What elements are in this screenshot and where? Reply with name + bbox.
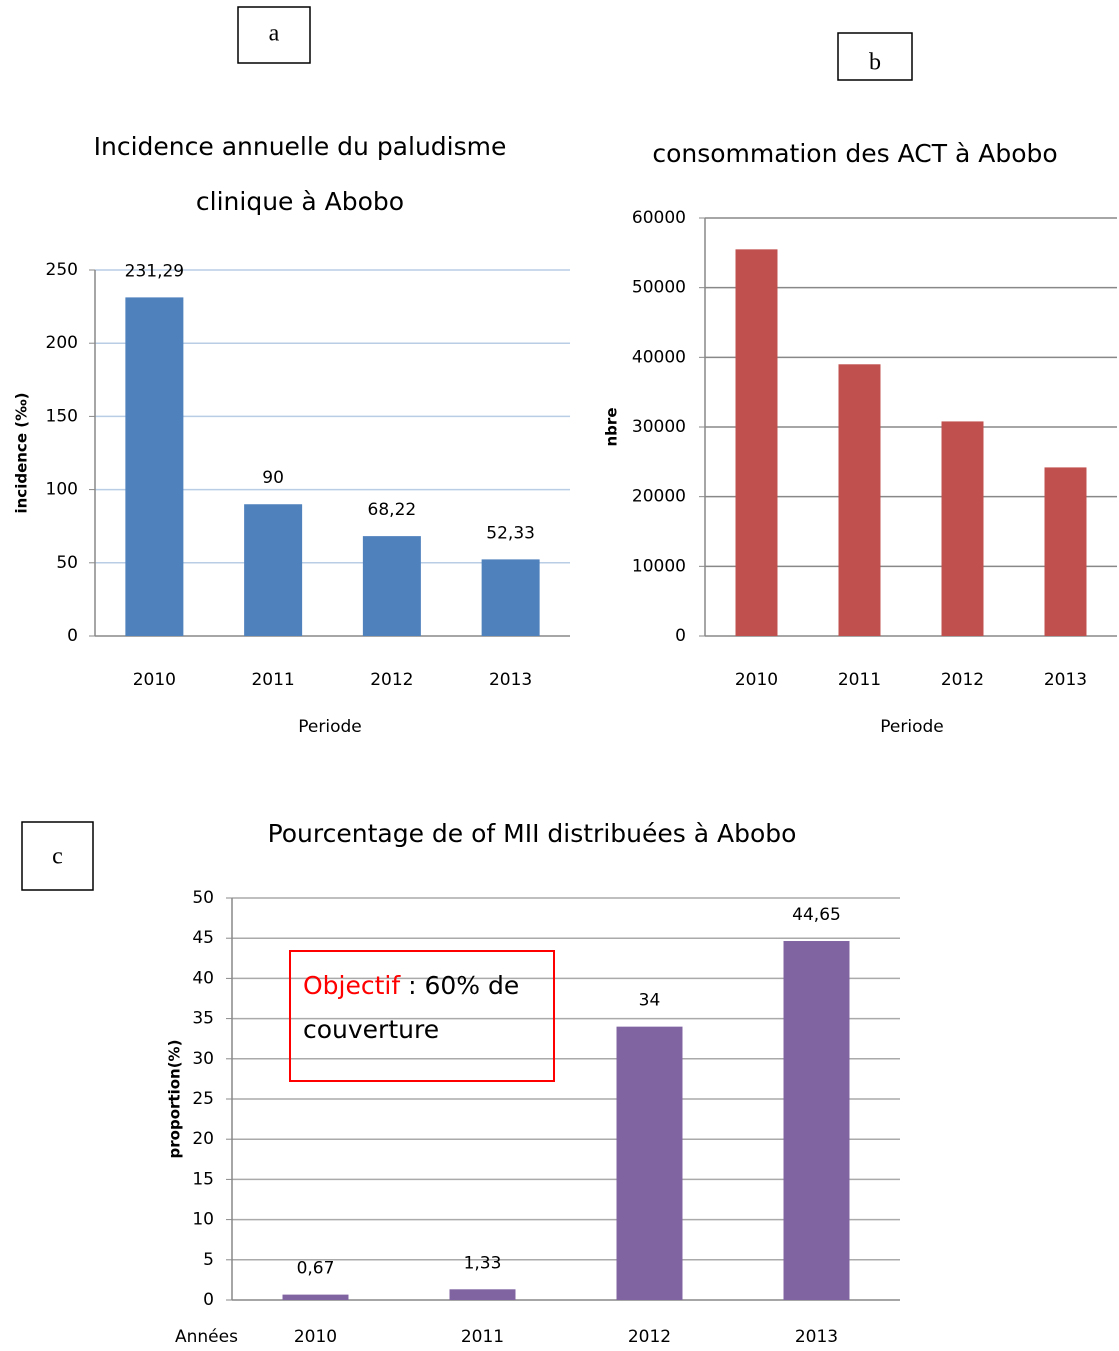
bar xyxy=(449,1289,516,1300)
y-tick-label: 60000 xyxy=(632,208,686,228)
annotation-text: : 60% de couverture xyxy=(303,971,520,1044)
bar xyxy=(244,504,303,636)
y-tick-label: 5 xyxy=(203,1250,214,1270)
y-tick-label: 50 xyxy=(192,888,214,908)
y-tick-label: 40 xyxy=(192,968,214,988)
x-tick-label: 2011 xyxy=(838,670,881,690)
y-tick-label: 50 xyxy=(56,553,78,573)
x-tick-label: 2011 xyxy=(461,1327,504,1347)
x-tick-label: 2010 xyxy=(294,1327,337,1347)
data-label: 231,29 xyxy=(125,261,184,281)
chart-title: consommation des ACT à Abobo xyxy=(652,139,1057,168)
data-label: 52,33 xyxy=(486,523,535,543)
y-tick-label: 20000 xyxy=(632,487,686,507)
x-tick-label: 2011 xyxy=(251,670,294,690)
bar xyxy=(481,559,540,636)
x-tick-label: 2013 xyxy=(489,670,532,690)
x-axis-label: Periode xyxy=(298,717,361,737)
y-tick-label: 30 xyxy=(192,1049,214,1069)
x-tick-label: 2012 xyxy=(370,670,413,690)
y-tick-label: 50000 xyxy=(632,278,686,298)
annotation-highlight: Objectif xyxy=(303,971,401,1000)
y-tick-label: 100 xyxy=(46,480,78,500)
x-axis-label: Periode xyxy=(880,717,943,737)
data-label: 68,22 xyxy=(368,500,417,520)
annotation: Objectif : 60% de couverture xyxy=(289,950,555,1082)
y-tick-label: 20 xyxy=(192,1129,214,1149)
bar xyxy=(1044,467,1087,636)
chart-title: clinique à Abobo xyxy=(196,187,404,216)
data-label: 1,33 xyxy=(464,1253,502,1273)
bar xyxy=(941,421,984,636)
y-tick-label: 200 xyxy=(46,333,78,353)
panel-box xyxy=(21,821,94,891)
x-axis-label: Années xyxy=(175,1327,238,1347)
chart-title: Pourcentage de of MII distribuées à Abob… xyxy=(268,819,797,848)
data-label: 0,67 xyxy=(297,1259,335,1279)
panel-label: b xyxy=(869,50,881,76)
y-tick-label: 15 xyxy=(192,1169,214,1189)
y-axis-label: incidence (‰) xyxy=(13,392,31,513)
data-label: 44,65 xyxy=(792,905,841,925)
panel-label: a xyxy=(269,21,280,47)
x-tick-label: 2010 xyxy=(735,670,778,690)
y-tick-label: 45 xyxy=(192,928,214,948)
y-tick-label: 10 xyxy=(192,1210,214,1230)
bar xyxy=(616,1026,683,1300)
y-tick-label: 150 xyxy=(46,406,78,426)
chart-title: Incidence annuelle du paludisme xyxy=(94,132,507,161)
panel-box xyxy=(237,6,311,64)
y-tick-label: 40000 xyxy=(632,347,686,367)
x-tick-label: 2010 xyxy=(133,670,176,690)
bar xyxy=(783,941,850,1300)
y-tick-label: 25 xyxy=(192,1089,214,1109)
y-tick-label: 0 xyxy=(675,626,686,646)
y-tick-label: 10000 xyxy=(632,556,686,576)
bar xyxy=(125,297,184,636)
y-tick-label: 30000 xyxy=(632,417,686,437)
bar xyxy=(282,1294,349,1300)
x-tick-label: 2013 xyxy=(1044,670,1087,690)
y-tick-label: 0 xyxy=(203,1290,214,1310)
panel-box xyxy=(837,32,913,81)
bar xyxy=(838,364,881,636)
data-label: 90 xyxy=(262,468,284,488)
y-tick-label: 35 xyxy=(192,1009,214,1029)
panel-label: c xyxy=(52,844,63,870)
y-axis-label: nbre xyxy=(603,408,621,447)
x-tick-label: 2013 xyxy=(795,1327,838,1347)
x-tick-label: 2012 xyxy=(941,670,984,690)
y-tick-label: 250 xyxy=(46,260,78,280)
x-tick-label: 2012 xyxy=(628,1327,671,1347)
bar xyxy=(735,249,778,636)
y-tick-label: 0 xyxy=(67,626,78,646)
bar xyxy=(362,536,421,636)
y-axis-label: proportion(%) xyxy=(166,1040,184,1159)
data-label: 34 xyxy=(639,991,661,1011)
